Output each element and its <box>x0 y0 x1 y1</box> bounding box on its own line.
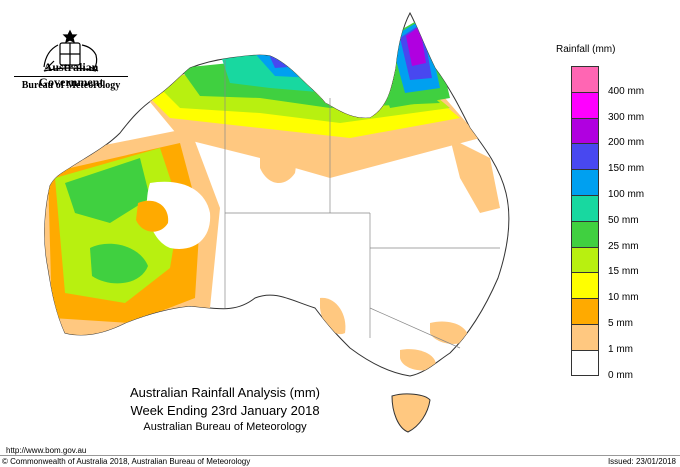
legend-swatch <box>571 169 599 195</box>
rain-region-north-200mm <box>278 45 292 58</box>
government-name: Australian Government <box>38 60 104 89</box>
legend-label: 100 mm <box>608 189 645 200</box>
legend-label: 150 mm <box>608 163 645 175</box>
legend-swatch <box>571 298 599 324</box>
legend-swatch <box>571 117 599 144</box>
copyright-text: © Commonwealth of Australia 2018, Austra… <box>2 457 251 466</box>
header-divider <box>14 76 128 77</box>
rain-region-wa-25mm <box>65 158 150 223</box>
legend-swatch <box>571 246 599 273</box>
rain-region-central-1mm <box>260 137 296 184</box>
legend-swatch <box>571 323 599 350</box>
legend-label: 5 mm <box>608 318 633 329</box>
map-source: Australian Bureau of Meteorology <box>143 421 307 433</box>
legend-label: 400 mm <box>608 85 645 97</box>
coat-of-arms-logo <box>43 29 99 72</box>
website-link[interactable]: http://www.bom.gov.au <box>6 446 87 455</box>
map-period: Week Ending 23rd January 2018 <box>130 403 320 418</box>
legend-swatches <box>571 66 601 376</box>
legend-label: 10 mm <box>608 292 639 304</box>
legend-label: 0 mm <box>608 369 633 381</box>
legend-swatch <box>571 143 599 170</box>
legend-swatch <box>571 349 599 376</box>
legend-title: Rainfall (mm) <box>556 44 616 55</box>
state-borders <box>224 60 500 349</box>
rain-region-wa-inner-5mm <box>136 200 169 232</box>
legend-label: 1 mm <box>608 343 633 355</box>
legend-swatch <box>571 272 599 299</box>
legend-label: 50 mm <box>608 214 639 226</box>
rain-region-vic-1mm <box>400 349 436 371</box>
legend-swatch <box>571 66 599 92</box>
legend-swatch <box>571 194 599 221</box>
rainfall-map <box>44 11 510 433</box>
legend-label: 25 mm <box>608 240 639 252</box>
rain-region-wa-25mm-south <box>90 243 148 284</box>
legend-swatch <box>571 91 599 118</box>
map-title: Australian Rainfall Analysis (mm) <box>129 385 320 400</box>
legend-label: 300 mm <box>608 111 645 123</box>
bureau-name: Bureau of Meteorology <box>21 80 121 91</box>
legend-label: 200 mm <box>608 137 645 149</box>
footer-divider <box>0 455 680 456</box>
legend-swatch <box>571 220 599 247</box>
tasmania-outline <box>391 393 431 433</box>
rain-region-qld-coast-1mm <box>450 138 500 213</box>
issued-date: Issued: 23/01/2018 <box>607 457 676 466</box>
rain-region-wa-dry-interior <box>146 181 211 249</box>
rain-region-nsw-1mm <box>430 321 469 344</box>
legend-label: 15 mm <box>608 266 639 278</box>
